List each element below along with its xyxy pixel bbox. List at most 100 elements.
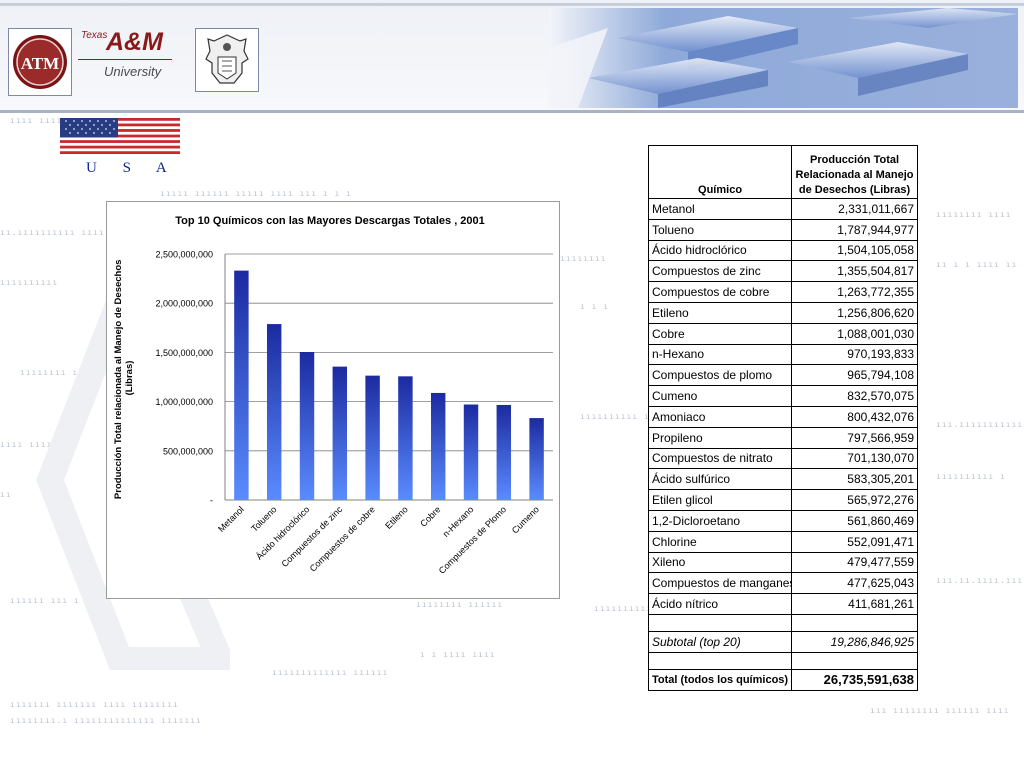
tamu-brand: A&M — [106, 28, 163, 56]
chemical-name-cell: Metanol — [647, 198, 793, 220]
bar-chart-panel: Top 10 Químicos con las Mayores Descarga… — [106, 201, 560, 599]
chemical-name-cell: n-Hexano — [647, 343, 793, 366]
tamu-seal-letters: ATM — [21, 54, 59, 73]
production-value-cell: 2,331,011,667 — [791, 198, 918, 220]
bg-binary-text: ıııııı ııı ı ı ı — [10, 596, 104, 605]
table-row: Propileno 797,566,959 — [647, 426, 918, 449]
bg-binary-text: ıııııııııı — [594, 604, 653, 613]
chemical-name-cell: Compuestos de plomo — [647, 364, 793, 387]
table-row: Amoniaco 800,432,076 — [647, 405, 918, 428]
chemical-name-cell: Propileno — [647, 426, 793, 449]
eagle-shield-icon — [205, 34, 249, 84]
production-value-cell: 1,355,504,817 — [791, 260, 918, 283]
chemical-name-cell: Tolueno — [647, 218, 793, 241]
bar — [332, 366, 348, 500]
bar — [430, 392, 446, 500]
production-value-cell: 1,256,806,620 — [791, 301, 918, 324]
chemicals-table: Químico Producción Total Relacionada al … — [647, 145, 918, 691]
tamu-seal-logo: ATM — [8, 28, 72, 96]
table-row: Compuestos de nitrato 701,130,070 — [647, 447, 918, 470]
tamu-brand-small: Texas — [81, 30, 108, 41]
production-value-cell: 477,625,043 — [791, 572, 918, 595]
shield-logo — [195, 28, 259, 92]
column-header-chemical: Químico — [647, 145, 793, 199]
table-row: Compuestos de plomo 965,794,108 — [647, 364, 918, 387]
bg-binary-text: ıııııııı ıııııı — [20, 368, 108, 377]
y-tick-label: 1,500,000,000 — [155, 348, 213, 358]
x-tick-label: Tolueno — [249, 504, 278, 533]
table-row: Etilen glicol 565,972,276 — [647, 489, 918, 511]
subtotal-label: Subtotal (top 20) — [647, 630, 793, 653]
y-tick-label: 1,000,000,000 — [155, 397, 213, 407]
bg-binary-text: ııııı ıııııı ııııı ıııı ııı ı ı ı — [160, 189, 352, 198]
bg-binary-text: ııııııııııııı ıııııı — [272, 668, 389, 677]
production-value-cell: 1,088,001,030 — [791, 322, 918, 345]
production-value-cell: 411,681,261 — [791, 593, 918, 615]
chemical-name-cell: Compuestos de nitrato — [647, 447, 793, 470]
production-value-cell: 800,432,076 — [791, 405, 918, 428]
chart-title: Top 10 Químicos con las Mayores Descarga… — [175, 215, 485, 227]
x-tick-label: Compuestos de Plomo — [437, 504, 508, 575]
bar — [529, 418, 544, 500]
chemical-name-cell: Etileno — [647, 301, 793, 324]
table-spacer-row — [647, 613, 918, 632]
bar — [398, 376, 413, 500]
production-value-cell: 1,263,772,355 — [791, 281, 918, 303]
x-tick-label: n-Hexano — [441, 504, 476, 539]
x-tick-label: Cobre — [418, 504, 442, 528]
bg-binary-text: ıııııııı — [560, 254, 607, 263]
chemical-name-cell: Ácido hidroclórico — [647, 239, 793, 262]
x-tick-label: Etileno — [383, 504, 410, 531]
production-value-cell: 965,794,108 — [791, 364, 918, 387]
production-value-cell: 552,091,471 — [791, 530, 918, 553]
table-subtotal-row: Subtotal (top 20) 19,286,846,925 — [647, 630, 918, 653]
production-value-cell: 970,193,833 — [791, 343, 918, 366]
tamu-seal-icon: ATM — [13, 35, 67, 89]
bar — [234, 270, 249, 500]
bg-binary-text: ıııı ıııı ı — [0, 440, 64, 449]
header-stripe — [0, 3, 1024, 6]
x-tick-label: Compuestos de zinc — [279, 504, 344, 569]
bg-binary-text: ıııı ıııı — [10, 116, 63, 125]
bar-chart: Top 10 Químicos con las Mayores Descarga… — [113, 215, 553, 576]
table-row: Cobre 1,088,001,030 — [647, 322, 918, 345]
table-spacer-row — [647, 651, 918, 670]
table-row: Ácido hidroclórico 1,504,105,058 — [647, 239, 918, 262]
bg-binary-text: ıı ı ı ıııı ıı — [936, 260, 1018, 269]
production-value-cell: 565,972,276 — [791, 489, 918, 511]
production-value-cell: 1,787,944,977 — [791, 218, 918, 241]
y-tick-label: 500,000,000 — [163, 446, 213, 456]
usa-flag — [60, 118, 180, 154]
header-banner: ATM Texas A&M University — [0, 0, 1024, 113]
bg-binary-text: ıı.ıııııııııı ıııı — [0, 228, 105, 237]
chemical-name-cell: Xileno — [647, 551, 793, 574]
table-header-row: Químico Producción Total Relacionada al … — [647, 145, 918, 199]
chemical-name-cell: Ácido nítrico — [647, 593, 793, 615]
total-value: 26,735,591,638 — [791, 668, 918, 691]
usa-flag-icon — [60, 118, 180, 154]
bar — [463, 404, 479, 500]
x-tick-label: Metanol — [216, 504, 246, 534]
bg-binary-text: ıııııııııı — [0, 278, 59, 287]
bg-binary-text: ıııııııııı ı — [936, 472, 1006, 481]
total-label: Total (todos los químicos) — [647, 668, 793, 691]
bg-binary-text: ıııııııı.ı ıııııııııııııı ııııııı — [10, 716, 202, 725]
subtotal-value: 19,286,846,925 — [791, 630, 918, 653]
table-row: Tolueno 1,787,944,977 — [647, 218, 918, 241]
bg-binary-text: ıı — [0, 490, 12, 499]
chemical-name-cell: Ácido sulfúrico — [647, 468, 793, 491]
table-row: Cumeno 832,570,075 — [647, 385, 918, 407]
y-tick-label: - — [210, 496, 213, 506]
x-tick-label: Cumeno — [510, 504, 541, 535]
chemical-name-cell: Chlorine — [647, 530, 793, 553]
tamu-wordmark: Texas A&M University — [78, 28, 178, 88]
chemical-name-cell: Compuestos de zinc — [647, 260, 793, 283]
table-row: 1,2-Dicloroetano 561,860,469 — [647, 509, 918, 532]
production-value-cell: 479,477,559 — [791, 551, 918, 574]
chemical-name-cell: Cumeno — [647, 385, 793, 407]
production-value-cell: 561,860,469 — [791, 509, 918, 532]
table-row: Ácido nítrico 411,681,261 — [647, 593, 918, 615]
production-value-cell: 797,566,959 — [791, 426, 918, 449]
y-tick-label: 2,000,000,000 — [155, 299, 213, 309]
production-value-cell: 832,570,075 — [791, 385, 918, 407]
